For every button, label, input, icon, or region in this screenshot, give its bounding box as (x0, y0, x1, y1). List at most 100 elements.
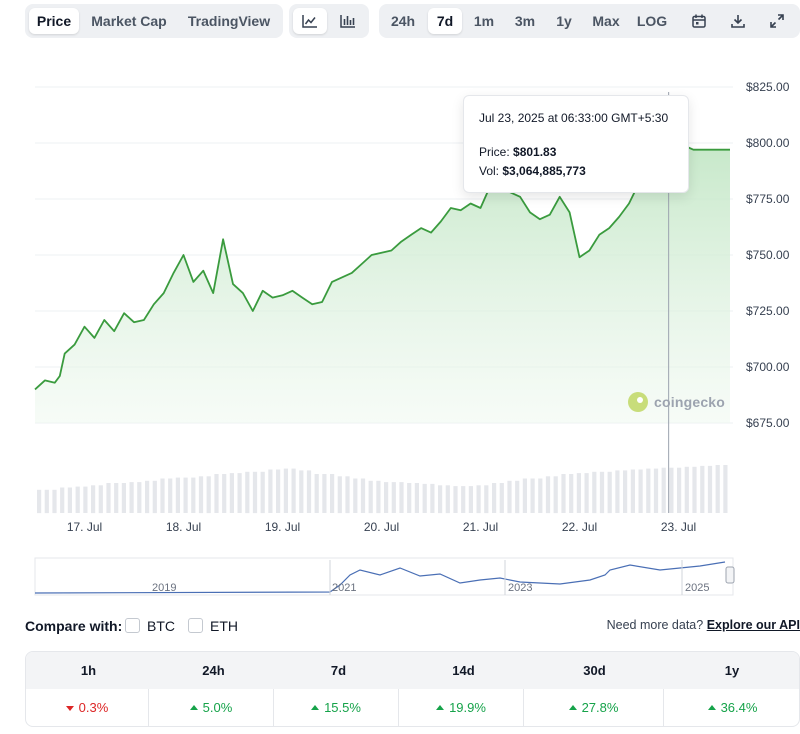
candlestick-chart-button[interactable] (331, 8, 365, 34)
volume-bar (137, 482, 142, 513)
price-area (35, 139, 730, 423)
perf-value-24h: 5.0% (148, 689, 273, 726)
volume-bar (638, 469, 643, 513)
volume-bar (499, 483, 504, 513)
compare-btc-checkbox[interactable] (125, 618, 140, 633)
volume-bar (114, 483, 119, 513)
range-1m[interactable]: 1m (473, 13, 495, 29)
volume-bar (538, 478, 543, 513)
navigator-label: 2021 (332, 582, 356, 594)
range-7d[interactable]: 7d (428, 8, 462, 34)
coingecko-watermark: coingecko (628, 392, 725, 412)
volume-bar (661, 467, 666, 513)
volume-bar (314, 474, 319, 513)
navigator-frame (34, 557, 734, 596)
tooltip-vol-label: Vol: (479, 164, 500, 178)
watermark-text: coingecko (654, 394, 726, 410)
volume-bar (569, 474, 574, 513)
y-tick-label: $775.00 (746, 192, 790, 206)
volume-bar (129, 482, 134, 513)
range-24h[interactable]: 24h (390, 13, 416, 29)
volume-bar (67, 487, 72, 513)
calendar-button[interactable] (682, 8, 716, 34)
volume-bar (553, 476, 558, 514)
compare-eth-label[interactable]: ETH (210, 618, 238, 634)
tooltip-price-row: Price: $801.83 (479, 145, 556, 159)
volume-bar (384, 482, 389, 513)
y-tick-label: $725.00 (746, 304, 790, 318)
volume-bar (106, 483, 111, 513)
volume-bar (322, 474, 327, 513)
up-arrow-icon (436, 705, 445, 710)
perf-header-30d: 30d (583, 663, 606, 678)
navigator-line (34, 561, 726, 594)
perf-value-1y: 36.4% (663, 689, 799, 726)
range-3m[interactable]: 3m (514, 13, 536, 29)
volume-bar (91, 485, 96, 514)
volume-bar (669, 467, 674, 513)
perf-header-24h: 24h (202, 663, 225, 678)
tooltip-date: Jul 23, 2025 at 06:33:00 GMT+5:30 (479, 111, 669, 125)
x-tick-label: 21. Jul (463, 520, 498, 534)
volume-bar (561, 474, 566, 513)
volume-bar (229, 473, 234, 513)
tab-tradingview[interactable]: TradingView (187, 13, 271, 29)
log-scale-toggle[interactable]: LOG (636, 13, 668, 29)
chart-type-group (289, 4, 369, 38)
volume-bar (291, 468, 296, 513)
volume-bar (330, 474, 335, 513)
volume-bar (707, 465, 713, 513)
perf-header-1y: 1y (724, 663, 740, 678)
perf-value-1h: 0.3% (26, 689, 148, 726)
volume-bar (599, 471, 605, 514)
perf-value-14d-text: 19.9% (449, 700, 486, 715)
navigator-label: 2025 (685, 582, 709, 594)
line-chart-icon (302, 15, 317, 28)
compare-eth-checkbox[interactable] (188, 618, 203, 633)
x-tick-label: 20. Jul (364, 520, 399, 534)
volume-bar (422, 483, 427, 513)
volume-bar (700, 465, 705, 513)
y-tick-label: $750.00 (746, 248, 790, 262)
volume-bar (461, 486, 466, 513)
explore-api-link[interactable]: Explore our API (706, 618, 800, 632)
volume-bar (168, 478, 173, 513)
volume-bar (145, 480, 150, 514)
volume-bar (276, 469, 281, 513)
volume-bar (545, 476, 551, 514)
volume-bar (368, 480, 373, 514)
price-chart[interactable]: $825.00 $800.00 $775.00 $750.00 $725.00 $700.… (0, 40, 800, 600)
up-arrow-icon (568, 705, 577, 710)
range-max[interactable]: Max (592, 13, 620, 29)
volume-bar (630, 469, 635, 513)
volume-bar (60, 487, 65, 513)
volume-bar (592, 471, 597, 514)
volume-bar (222, 474, 227, 513)
volume-bar (52, 489, 57, 514)
line-chart-button[interactable] (293, 8, 327, 34)
price-line (34, 138, 730, 391)
perf-value-24h-text: 5.0% (202, 700, 233, 715)
tab-price[interactable]: Price (29, 8, 79, 34)
perf-value-1h-text: 0.3% (78, 700, 109, 715)
tab-market-cap[interactable]: Market Cap (91, 13, 167, 29)
navigator-handle[interactable] (725, 566, 735, 584)
download-button[interactable] (721, 8, 755, 34)
calendar-icon (692, 14, 706, 28)
volume-bar (677, 467, 682, 513)
volume-bar (160, 478, 165, 513)
need-more-data: Need more data? Explore our API (607, 618, 800, 632)
perf-header-7d: 7d (330, 663, 347, 678)
volume-bar (206, 476, 211, 514)
volume-bar (191, 477, 196, 513)
range-1y[interactable]: 1y (556, 13, 572, 29)
volume-bar (684, 466, 689, 513)
compare-btc-label[interactable]: BTC (147, 618, 175, 634)
up-arrow-icon (707, 705, 716, 710)
volume-bar (252, 471, 258, 514)
volume-bar (476, 485, 481, 514)
volume-bar (646, 468, 651, 513)
perf-value-30d-text: 27.8% (581, 700, 619, 715)
fullscreen-button[interactable] (760, 8, 794, 34)
volume-bar (653, 468, 659, 513)
